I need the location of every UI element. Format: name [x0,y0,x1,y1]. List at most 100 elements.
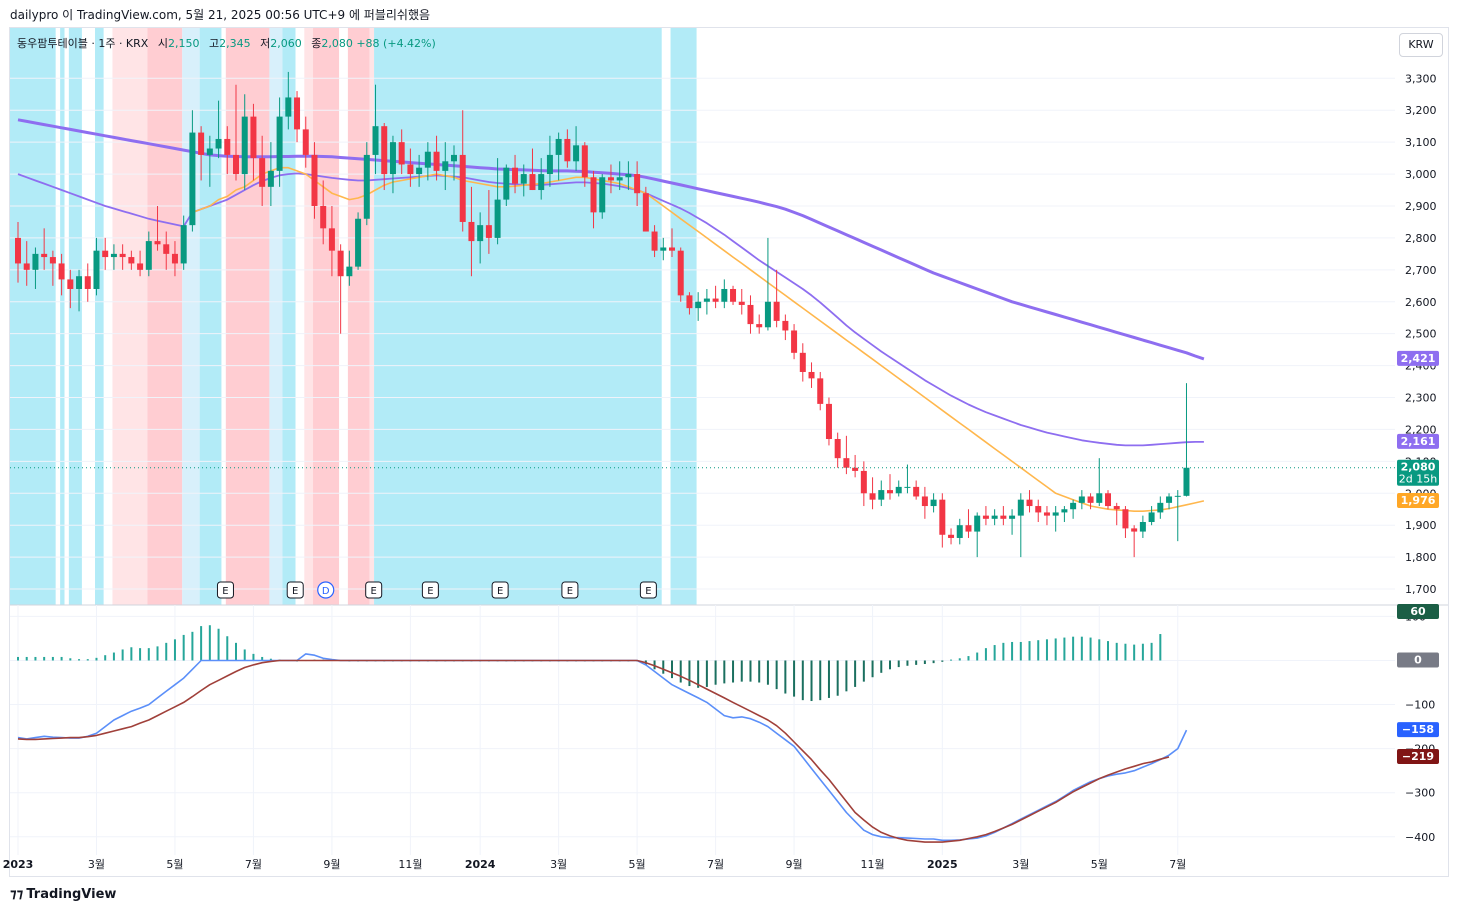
symbol-name[interactable]: 동우팜투테이블 · 1주 · KRX [17,37,149,50]
macd-hist-bar-73 [653,660,656,670]
event-marker-1: E [286,581,304,599]
candle-40 [363,142,370,226]
macd-hist-bar-23 [217,628,220,661]
macd-hist-bar-11 [112,652,115,661]
candle-body-132 [1166,496,1173,503]
candle-body-21 [198,132,205,155]
macd-badge-3-label: −219 [1402,750,1434,763]
candle-128 [1131,525,1138,558]
candle-89 [791,324,798,360]
macd-hist-bar-80 [714,660,717,685]
candle-126 [1113,502,1120,526]
currency-button[interactable]: KRW [1399,33,1443,57]
candle-121 [1070,499,1077,519]
candle-58 [520,164,527,197]
candle-body-117 [1035,506,1042,513]
price-tick-11: 2,800 [1405,232,1437,245]
candle-82 [730,285,737,305]
macd-hist-bar-120 [1063,637,1066,661]
candle-27 [250,103,257,181]
candle-body-123 [1087,496,1094,503]
price-tick-14: 3,100 [1405,136,1437,149]
candle-100 [887,474,893,500]
candle-body-33 [302,129,309,155]
logo-text: TradingView [26,887,117,902]
candle-79 [703,288,710,315]
macd-badge-3-bg [1397,749,1439,765]
symbol-legend: 동우팜투테이블 · 1주 · KRX 시2,150 고2,345 저2,060 … [17,35,436,51]
price-badge-3-label: 1,976 [1401,494,1436,507]
macd-badge-3: −219 [1397,749,1439,765]
candle-116 [1026,490,1033,513]
event-marker-shape-5 [491,581,509,599]
macd-hist-bar-2 [34,656,37,661]
candle-112 [991,509,998,526]
candle-117 [1035,499,1042,523]
price-badge-0: 2,421 [1397,350,1439,366]
candle-13 [128,250,135,270]
tradingview-logo-icon: ⁊⁊ [10,887,24,902]
candle-body-24 [224,138,231,155]
candle-28 [259,135,266,206]
candle-body-30 [276,116,283,171]
macd-tick-5: −400 [1405,831,1435,844]
macd-hist-bar-84 [749,660,752,682]
macd-hist-bar-79 [705,660,708,687]
candle-body-76 [677,250,684,296]
macd-hist-bar-126 [1115,642,1118,661]
candle-body-13 [128,257,135,264]
candle-129 [1139,515,1146,538]
candle-84 [747,295,754,334]
candle-body-55 [494,199,501,238]
regime-band-6 [95,28,104,605]
macd-hist-bar-17 [165,642,168,661]
candle-57 [512,154,519,194]
candle-body-125 [1105,493,1111,507]
candle-81 [721,279,728,309]
macd-hist-bar-82 [732,660,735,683]
candle-24 [224,126,231,175]
time-tick-12: 2025 [927,858,958,871]
candle-body-44 [398,142,405,165]
event-marker-6: E [561,581,579,599]
candle-body-5 [58,263,65,280]
regime-band-13 [225,28,270,605]
candle-body-71 [634,174,641,194]
macd-hist-bar-28 [261,656,264,661]
candle-97 [860,461,867,507]
candle-body-27 [250,116,257,159]
tradingview-logo[interactable]: ⁊⁊ TradingView [10,887,116,902]
regime-band-25 [696,28,750,605]
macd-hist-bar-8 [86,659,89,661]
regime-band-7 [103,28,113,605]
time-tick-10: 9월 [786,858,803,871]
macd-hist-bar-76 [679,660,682,683]
regime-band-2 [60,28,65,605]
candle-0 [15,221,21,283]
candle-75 [669,228,675,258]
candle-body-119 [1052,512,1059,516]
price-tick-15: 3,200 [1405,104,1437,117]
candle-body-99 [878,490,885,500]
candle-body-74 [660,247,667,251]
time-tick-8: 5월 [629,858,646,871]
candle-42 [381,122,388,191]
macd-hist-bar-127 [1124,643,1127,661]
time-tick-5: 11월 [398,858,422,871]
candle-body-9 [93,250,100,289]
candle-15 [145,231,152,277]
candle-16 [154,205,161,251]
candle-102 [904,464,911,494]
price-badge-0-bg [1397,350,1439,366]
candle-body-79 [703,298,710,302]
candle-body-8 [84,276,91,289]
regime-band-22 [374,28,662,605]
price-tick-16: 3,300 [1405,72,1437,85]
candle-body-86 [764,301,771,328]
candle-body-97 [860,470,867,494]
candle-body-68 [607,177,614,181]
price-tick-6: 2,300 [1405,392,1437,405]
event-marker-shape-4 [421,581,439,599]
macd-hist-bar-98 [871,660,874,678]
